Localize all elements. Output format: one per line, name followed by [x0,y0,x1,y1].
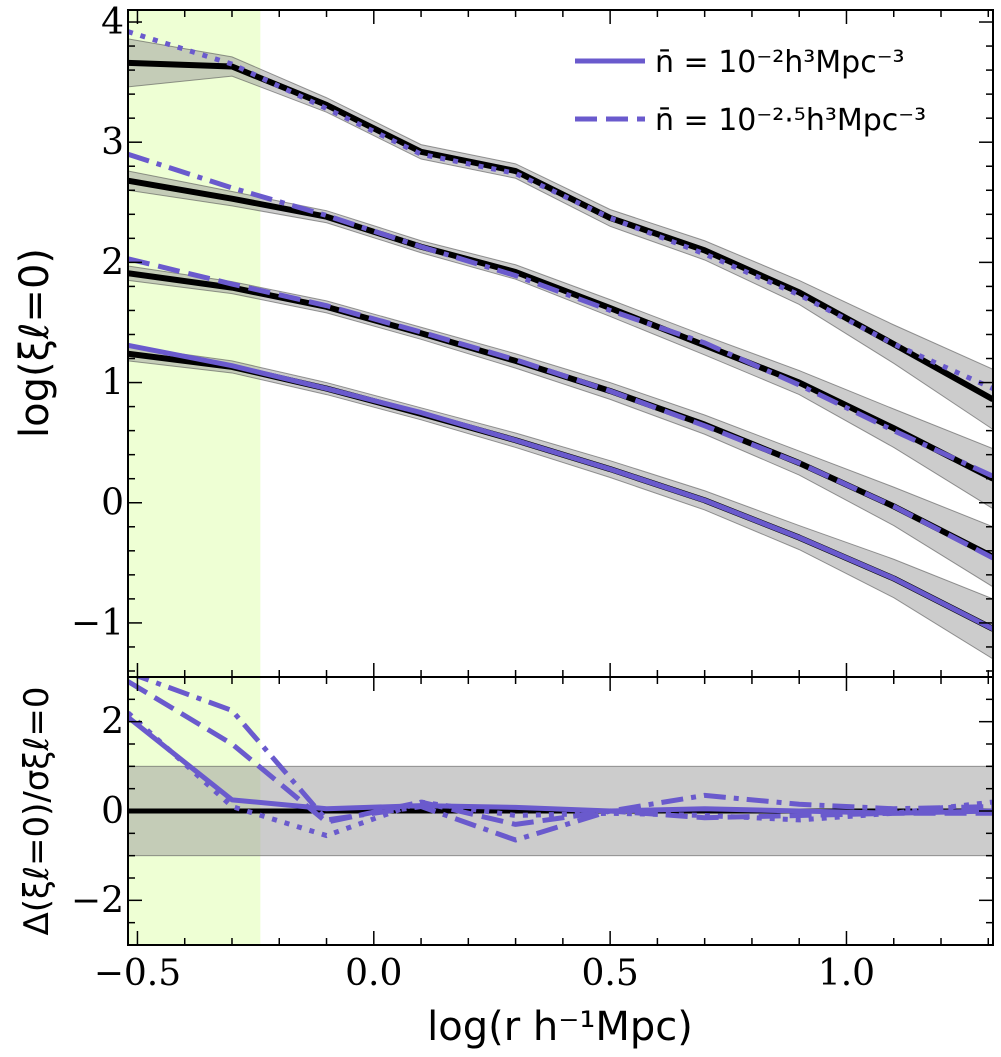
model-line-3 [128,151,993,479]
excluded-region [128,10,261,677]
bottom-panel: −0.5 0.0 0.5 1.0 −2 0 2 [71,676,994,994]
uncertainty-band-2 [128,265,993,588]
y-tick-label: 4 [101,2,124,43]
series-lines [128,29,993,632]
uncertainty-band-3 [128,170,993,510]
model-line-2 [128,256,993,561]
x-tick-label: −0.5 [94,953,181,994]
residual-line-dashed [128,679,993,827]
y-tick-label: 2 [101,242,124,283]
bottom-axis-ticks: −0.5 0.0 0.5 1.0 −2 0 2 [71,676,993,994]
y-tick-label: 1 [101,363,124,404]
legend-label-solid: n̄ = 10⁻²h³Mpc⁻³ [655,45,905,80]
residual-line-dashdot [132,677,993,843]
uncertainty-band-4 [128,38,993,431]
model-line-1 [128,342,993,632]
x-tick-label: 0.0 [345,953,402,994]
y-tick-label: 0 [101,483,124,524]
uncertainty-bands [128,38,993,660]
top-y-axis-title: log(ξℓ=0) [12,248,58,438]
residual-lines [128,677,993,843]
top-axis-ticks: −1 0 1 2 3 4 [71,2,993,677]
legend: n̄ = 10⁻²h³Mpc⁻³ n̄ = 10⁻²·⁵h³Mpc⁻³ [575,45,926,138]
x-tick-label: 0.5 [581,953,638,994]
y-tick-label: 0 [101,791,124,832]
bottom-y-axis-title: Δ(ξℓ=0)/σξℓ=0 [17,686,57,935]
y-tick-label: 2 [101,702,124,743]
y-tick-label: 3 [101,122,124,163]
y-tick-label: −2 [71,880,124,921]
x-tick-label: 1.0 [818,953,875,994]
x-axis-title: log(r h⁻¹Mpc) [427,1004,693,1050]
residual-line-solid [128,715,993,816]
residual-line-dotted [128,710,993,839]
top-panel: −1 0 1 2 3 4 [71,2,994,678]
bottom-plot-frame [127,676,994,946]
uncertainty-band-1 [128,345,993,660]
y-tick-label: −1 [71,603,124,644]
legend-label-dashed: n̄ = 10⁻²·⁵h³Mpc⁻³ [655,103,926,138]
excluded-region-rect [128,10,261,677]
